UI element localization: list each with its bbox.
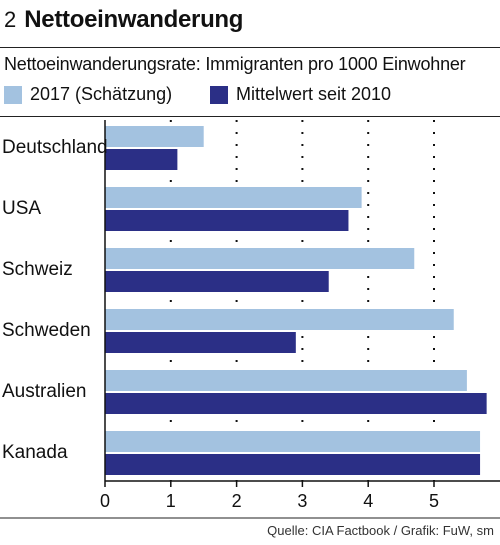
legend-rule	[0, 116, 500, 117]
legend-item-2017: 2017 (Schätzung)	[4, 84, 172, 105]
legend-label-average: Mittelwert seit 2010	[236, 84, 392, 104]
bar-usa-series-1	[105, 210, 349, 231]
bar-usa-series-0	[105, 187, 362, 208]
bar-schweiz-series-0	[105, 248, 415, 269]
header-rule	[0, 47, 500, 48]
x-tick-label-5: 5	[429, 491, 439, 511]
bar-australien-series-1	[105, 393, 487, 414]
category-label-australien: Australien	[2, 381, 87, 402]
chart-legend: 2017 (Schätzung) Mittelwert seit 2010	[4, 84, 500, 108]
legend-swatch-average	[210, 85, 228, 104]
figure-number: 2	[4, 7, 17, 32]
x-tick-label-3: 3	[297, 491, 307, 511]
chart-subtitle: Nettoeinwanderungsrate: Immigranten pro …	[4, 54, 466, 74]
chart-title: Nettoeinwanderung	[24, 6, 244, 33]
category-label-kanada: Kanada	[2, 442, 68, 463]
category-label-schweiz: Schweiz	[2, 259, 73, 280]
bar-kanada-series-0	[105, 431, 481, 452]
bar-deutschland-series-0	[105, 126, 204, 147]
x-tick-label-2: 2	[232, 491, 242, 511]
legend-item-average: Mittelwert seit 2010	[210, 84, 391, 105]
bar-deutschland-series-1	[105, 149, 178, 170]
x-tick-label-0: 0	[100, 491, 110, 511]
bar-schweden-series-0	[105, 309, 454, 330]
bar-kanada-series-1	[105, 454, 481, 475]
legend-swatch-2017	[4, 85, 22, 104]
category-label-schweden: Schweden	[2, 320, 91, 341]
legend-label-2017: 2017 (Schätzung)	[30, 84, 173, 104]
source-note: Quelle: CIA Factbook / Grafik: FuW, sm	[267, 523, 494, 538]
bar-schweden-series-1	[105, 332, 296, 353]
category-label-usa: USA	[2, 198, 41, 219]
category-label-deutschland: Deutschland	[2, 137, 108, 158]
x-tick-label-1: 1	[166, 491, 176, 511]
bar-australien-series-0	[105, 370, 467, 391]
x-tick-label-4: 4	[363, 491, 373, 511]
chart-header: 2 Nettoeinwanderung	[4, 6, 243, 40]
bar-schweiz-series-1	[105, 271, 329, 292]
